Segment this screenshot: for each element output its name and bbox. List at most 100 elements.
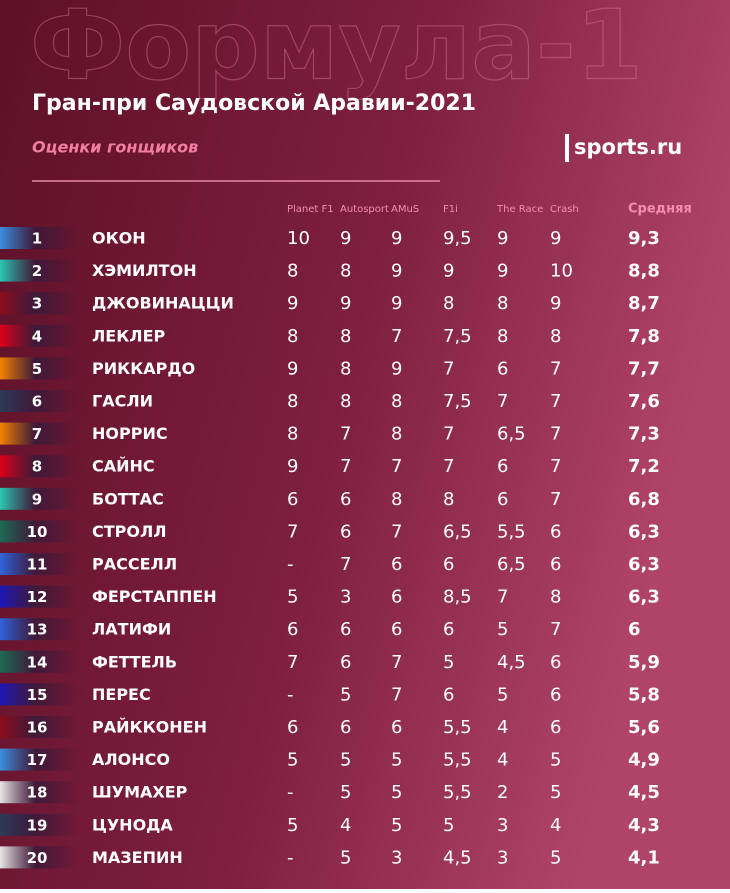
rank-badge: [0, 716, 78, 738]
column-header: Autosport: [340, 204, 389, 215]
rank: 12: [27, 588, 48, 606]
rank-badge: [0, 455, 78, 478]
score: 6: [550, 652, 561, 673]
score: 5: [287, 587, 298, 608]
score: 5: [550, 750, 561, 771]
rank-badge: [0, 748, 78, 771]
score: 8: [287, 326, 298, 347]
rank: 9: [32, 490, 42, 508]
score: 4: [497, 717, 508, 738]
driver-name: ЛАТИФИ: [92, 620, 171, 639]
score: 5: [391, 782, 402, 803]
score: 8: [391, 424, 402, 445]
average: 6,3: [628, 587, 660, 608]
average: 6: [628, 619, 641, 640]
driver-name: ПЕРЕС: [92, 685, 151, 704]
rank-badge: [0, 357, 78, 380]
score: 6: [497, 456, 508, 477]
rank-badge: [0, 487, 78, 510]
driver-name: РАССЕЛЛ: [92, 555, 177, 574]
score: 7: [497, 391, 508, 412]
rank: 19: [27, 816, 48, 834]
score: 7: [550, 619, 561, 640]
score: 5: [340, 750, 351, 771]
score: 5: [287, 815, 298, 836]
score: 6,5: [443, 521, 472, 542]
score: 8: [391, 391, 402, 412]
score: 5,5: [443, 750, 472, 771]
rank-badge: [0, 422, 78, 445]
score: 5: [391, 750, 402, 771]
score: 8: [287, 424, 298, 445]
score: 7: [550, 424, 561, 445]
score: 9: [391, 261, 402, 282]
score: 6: [497, 489, 508, 510]
rank: 13: [27, 621, 48, 639]
rank: 16: [27, 719, 48, 737]
score: 7: [391, 684, 402, 705]
driver-name: ДЖОВИНАЦЦИ: [92, 294, 234, 313]
score: 8: [550, 326, 561, 347]
driver-name: БОТТАС: [92, 489, 164, 508]
rank: 11: [27, 556, 48, 574]
score: 7: [391, 456, 402, 477]
score: 9: [391, 293, 402, 314]
average: 7,3: [628, 424, 660, 445]
rank: 4: [32, 327, 42, 345]
average: 9,3: [628, 228, 660, 249]
driver-name: ШУМАХЕР: [92, 783, 188, 802]
driver-name: НОРРИС: [92, 424, 168, 443]
score: 8: [550, 587, 561, 608]
score: 4,5: [443, 847, 472, 868]
score: 6: [550, 684, 561, 705]
score: 6: [340, 717, 351, 738]
driver-name: ЦУНОДА: [92, 815, 173, 834]
rank-badge: [0, 813, 78, 836]
score: 5: [340, 847, 351, 868]
rank-badge: [0, 650, 78, 673]
score: 8: [443, 293, 454, 314]
score: 6: [340, 652, 351, 673]
driver-name: ФЕРСТАППЕН: [92, 587, 217, 606]
score: 8: [340, 391, 351, 412]
score: 9,5: [443, 228, 472, 249]
rank: 10: [27, 523, 48, 541]
driver-name: ХЭМИЛТОН: [92, 261, 197, 280]
driver-name: ГАСЛИ: [92, 392, 153, 411]
average: 6,3: [628, 554, 660, 575]
score: 7: [497, 587, 508, 608]
score: 9: [340, 293, 351, 314]
score: 8: [443, 489, 454, 510]
score: 10: [550, 261, 573, 282]
score: 6: [391, 587, 402, 608]
column-header: Planet F1: [287, 204, 334, 215]
score: 6: [391, 619, 402, 640]
rank-badge: [0, 390, 78, 412]
rank: 20: [27, 849, 48, 867]
score: 9: [287, 456, 298, 477]
logo-mark: [565, 134, 569, 162]
driver-name: СТРОЛЛ: [92, 522, 167, 541]
score: 8,5: [443, 587, 472, 608]
score: 9: [550, 228, 561, 249]
score: 7,5: [443, 326, 472, 347]
score: 7: [550, 456, 561, 477]
score: 7: [391, 652, 402, 673]
score: 6: [550, 717, 561, 738]
average: 4,9: [628, 750, 660, 771]
score: 5: [497, 684, 508, 705]
rank: 18: [27, 784, 48, 802]
driver-name: РАЙККОНЕН: [92, 718, 207, 737]
score: 5: [340, 684, 351, 705]
score: 6: [443, 619, 454, 640]
score: 6: [550, 554, 561, 575]
average: 5,9: [628, 652, 660, 673]
score: 10: [287, 228, 310, 249]
score: 7: [340, 456, 351, 477]
score: 6: [340, 619, 351, 640]
score: 8: [287, 261, 298, 282]
score: 6: [443, 554, 454, 575]
score: 8: [340, 358, 351, 379]
rank-badge: [0, 227, 78, 249]
